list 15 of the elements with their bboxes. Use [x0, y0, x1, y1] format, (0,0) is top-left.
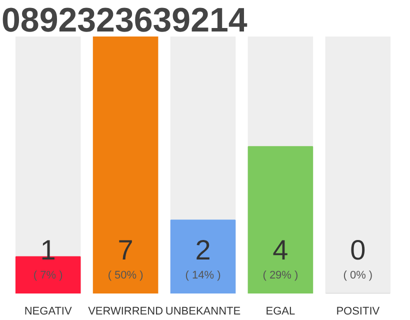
annotation: ( 50% )	[108, 270, 144, 282]
x-tick-label: NEGATIV	[24, 306, 72, 318]
annotation: ( 0% )	[343, 270, 373, 282]
data-label: 4	[272, 234, 288, 266]
data-label: 0	[350, 234, 366, 266]
x-tick-label: POSITIV	[336, 306, 380, 318]
data-label: 7	[118, 234, 134, 266]
chart-title: 0892323639214	[2, 2, 248, 40]
data-label: 2	[195, 234, 211, 266]
annotation: ( 7% )	[33, 270, 63, 282]
x-tick-label: EGAL	[266, 306, 296, 318]
x-tick-label: UNBEKANNTE	[165, 306, 241, 318]
x-tick-label: VERWIRREND	[88, 306, 164, 318]
annotation: ( 14% )	[185, 270, 221, 282]
annotation: ( 29% )	[262, 270, 298, 282]
